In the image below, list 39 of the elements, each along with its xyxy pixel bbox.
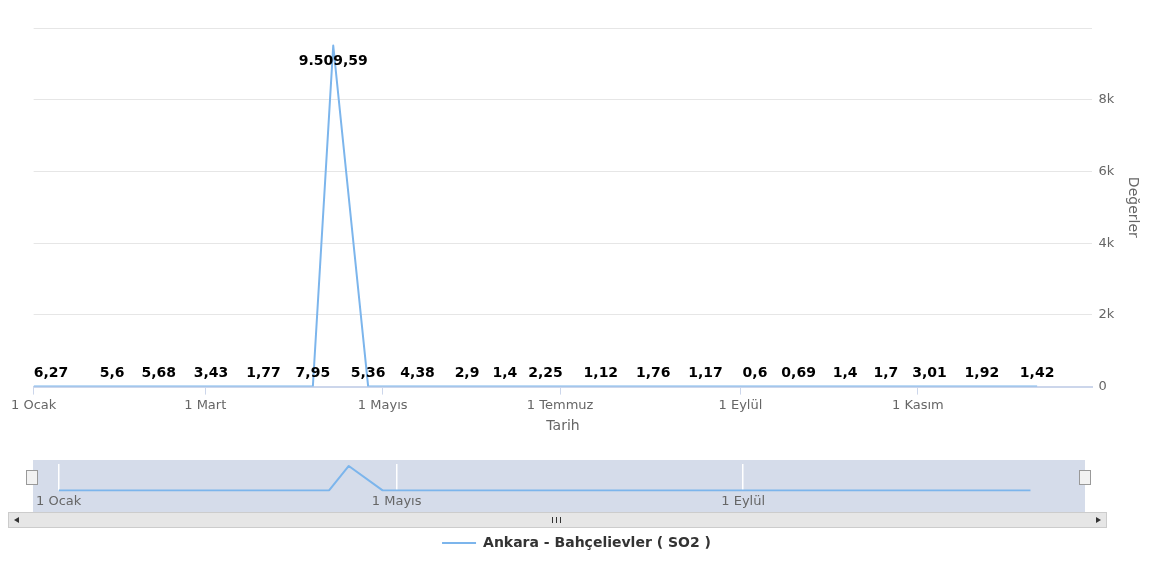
x-tick-label: 1 Eylül (721, 492, 766, 508)
y-tick-label: 8k (1098, 91, 1115, 107)
data-label: 9.509,59 (298, 51, 368, 68)
x-tick-label: 1 Eylül (718, 396, 763, 412)
data-label: 1,77 (246, 364, 281, 381)
data-label: 4,38 (400, 364, 435, 381)
data-label: 5,68 (141, 364, 176, 381)
data-label: 0,6 (742, 364, 768, 381)
y-tick-label: 4k (1098, 234, 1115, 250)
data-label: 2,9 (454, 364, 480, 381)
data-label: 0,69 (781, 364, 816, 381)
data-label: 1,76 (635, 364, 671, 381)
data-label: 1,4 (492, 364, 518, 381)
data-label: 1,92 (964, 364, 1000, 381)
x-tick-label: 1 Ocak (11, 396, 57, 412)
legend-label: Ankara - Bahçelievler ( SO2 ) (483, 533, 711, 550)
x-tick-label: 1 Mart (184, 396, 227, 412)
x-tick-label: 1 Mayıs (357, 396, 408, 412)
x-axis-title: Tarih (545, 417, 580, 434)
y-tick-label: 0 (1098, 377, 1107, 393)
data-label: 5,6 (99, 364, 125, 381)
x-tick-label: 1 Temmuz (526, 396, 594, 412)
y-tick-label: 2k (1098, 306, 1115, 322)
data-label: 1,12 (583, 364, 619, 381)
y-tick-label: 6k (1098, 162, 1115, 178)
data-label: 7,95 (295, 363, 331, 380)
x-tick-label: 1 Ocak (36, 492, 82, 508)
data-label: 1,42 (1019, 364, 1055, 381)
x-tick-label: 1 Kasım (892, 396, 944, 412)
data-label: 2,25 (528, 364, 563, 381)
data-label: 3,01 (912, 364, 947, 381)
data-label: 1,4 (832, 364, 858, 381)
data-label: 6,27 (33, 364, 69, 381)
y-axis-title: Değerler (1125, 176, 1142, 238)
data-label: 5,36 (350, 364, 386, 381)
data-label: 3,43 (193, 364, 229, 381)
data-label: 1,17 (688, 364, 723, 381)
data-label: 1,7 (873, 364, 899, 381)
x-tick-label: 1 Mayıs (371, 492, 422, 508)
